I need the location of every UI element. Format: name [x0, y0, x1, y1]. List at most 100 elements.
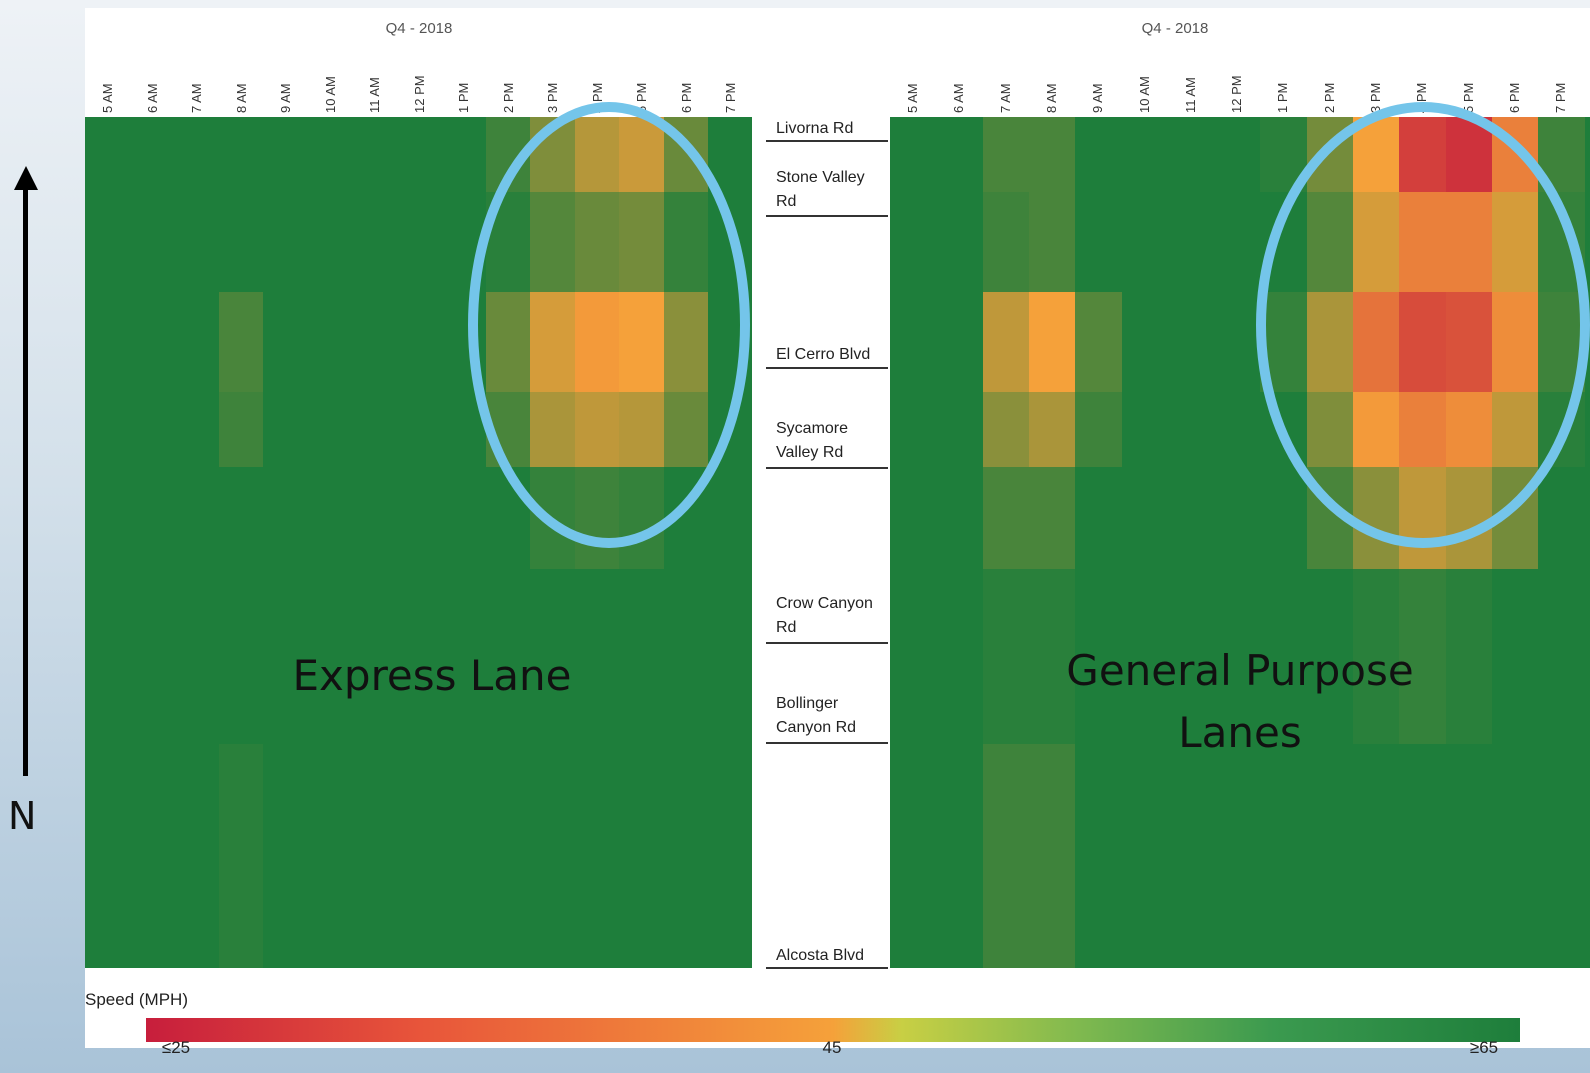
heatmap-cell — [1399, 569, 1447, 745]
road-label: Stone Valley Rd — [776, 169, 865, 210]
heatmap-cell — [218, 392, 264, 468]
heatmap-cell — [1167, 569, 1216, 745]
heatmap-cell — [708, 744, 752, 968]
heatmap-cell — [1214, 392, 1262, 468]
heatmap-cell — [1121, 292, 1169, 393]
time-tick-label: 3 PM — [545, 82, 560, 113]
time-tick-label: 10 AM — [1136, 76, 1152, 113]
road-label: Sycamore Valley Rd — [776, 420, 849, 461]
heatmap-cell — [1167, 744, 1216, 968]
heatmap-cell — [1075, 192, 1123, 293]
heatmap-cell — [1028, 744, 1077, 968]
heatmap-cell — [263, 292, 309, 393]
heatmap-cell — [936, 392, 984, 468]
heatmap-cell — [352, 392, 398, 468]
heatmap-cell — [982, 292, 1030, 393]
heatmap-cell — [936, 569, 984, 745]
heatmap-cell — [982, 744, 1030, 968]
heatmap-cell — [1260, 467, 1308, 570]
legend-mid-label: 45 — [822, 1038, 842, 1057]
time-tick-label: 2 PM — [1321, 82, 1337, 113]
heatmap-cell — [982, 467, 1030, 570]
heatmap-cell — [1214, 292, 1262, 393]
heatmap-cell — [85, 392, 131, 468]
heatmap-cell — [307, 192, 353, 293]
road-divider — [766, 467, 888, 469]
time-tick-label: 1 PM — [456, 82, 471, 113]
heatmap-cell — [1538, 569, 1586, 745]
heatmap-cell — [708, 569, 752, 745]
heatmap-cell — [1075, 467, 1123, 570]
heatmap-cell — [485, 569, 531, 745]
heatmap-cell — [352, 569, 398, 745]
time-tick-label: 6 PM — [1506, 82, 1522, 113]
time-tick-label: 10 AM — [322, 76, 338, 113]
time-tick-label: 8 AM — [233, 83, 249, 113]
heatmap-cell — [1491, 744, 1540, 968]
heatmap-cell — [1075, 117, 1123, 193]
heatmap-cell — [129, 192, 175, 293]
heatmap-cell — [1075, 569, 1123, 745]
heatmap-cell — [1491, 569, 1540, 745]
heatmap-cell — [1075, 744, 1123, 968]
heatmap-cell — [307, 292, 353, 393]
heatmap-cell — [619, 744, 665, 968]
time-tick-label: 12 PM — [1229, 75, 1245, 113]
heatmap-cell — [890, 569, 938, 745]
heatmap-cell — [1167, 292, 1216, 393]
heatmap-cell — [530, 744, 576, 968]
time-tick-label: 2 PM — [500, 82, 516, 113]
gp-peak-highlight — [1256, 102, 1590, 548]
heatmap-cell — [307, 569, 353, 745]
heatmap-cell — [174, 744, 220, 968]
time-tick-label: 6 AM — [144, 83, 160, 113]
road-label: Crow Canyon Rd — [776, 595, 873, 636]
road-divider — [766, 967, 888, 969]
heatmap-cell — [1121, 744, 1169, 968]
heatmap-cell — [936, 192, 984, 293]
heatmap-cell — [218, 467, 264, 570]
express-lane-title: Express Lane — [292, 651, 572, 700]
heatmap-cell — [1214, 467, 1262, 570]
road-divider — [766, 140, 888, 142]
heatmap-cell — [936, 744, 984, 968]
heatmap-cell — [129, 569, 175, 745]
heatmap-cell — [129, 292, 175, 393]
heatmap-cell — [85, 292, 131, 393]
heatmap-cell — [396, 392, 442, 468]
heatmap-cell — [982, 192, 1030, 293]
heatmap-cell — [936, 292, 984, 393]
north-arrow-icon — [23, 186, 28, 776]
time-tick-label: 9 AM — [1090, 83, 1106, 113]
heatmap-cell — [890, 117, 938, 193]
heatmap-cell — [85, 569, 131, 745]
heatmap-cell — [307, 467, 353, 570]
heatmap-cell — [890, 292, 938, 393]
heatmap-cell — [352, 292, 398, 393]
heatmap-cell — [890, 192, 938, 293]
heatmap-cell — [1121, 392, 1169, 468]
heatmap-cell — [936, 467, 984, 570]
road-divider — [766, 367, 888, 369]
heatmap-cell — [619, 569, 665, 745]
heatmap-cell — [352, 117, 398, 193]
heatmap-cell — [441, 569, 487, 745]
heatmap-cell — [218, 192, 264, 293]
heatmap-cell — [1028, 192, 1077, 293]
heatmap-cell — [1399, 744, 1447, 968]
heatmap-cell — [1028, 392, 1077, 468]
heatmap-cell — [174, 467, 220, 570]
heatmap-cell — [263, 744, 309, 968]
heatmap-cell — [307, 117, 353, 193]
road-label: Alcosta Blvd — [776, 947, 865, 964]
heatmap-cell — [982, 117, 1030, 193]
heatmap-cell — [982, 569, 1030, 745]
time-tick-label: 1 PM — [1275, 82, 1291, 113]
heatmap-cell — [1214, 192, 1262, 293]
heatmap-cell — [890, 392, 938, 468]
heatmap-cell — [1306, 744, 1354, 968]
heatmap-cell — [263, 467, 309, 570]
heatmap-cell — [129, 744, 175, 968]
heatmap-cell — [1075, 292, 1123, 393]
heatmap-cell — [1028, 292, 1077, 393]
